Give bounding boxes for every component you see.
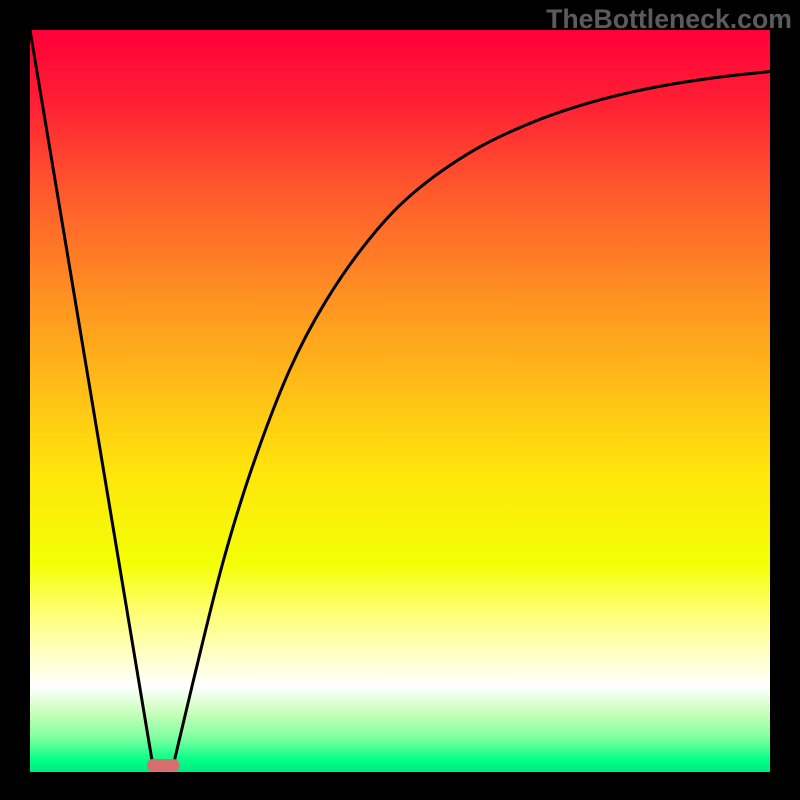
bottleneck-chart: [0, 0, 800, 800]
watermark-text: TheBottleneck.com: [546, 4, 792, 35]
gradient-background: [30, 30, 770, 772]
optimum-marker: [147, 759, 180, 772]
chart-container: { "meta": { "source_watermark": "TheBott…: [0, 0, 800, 800]
